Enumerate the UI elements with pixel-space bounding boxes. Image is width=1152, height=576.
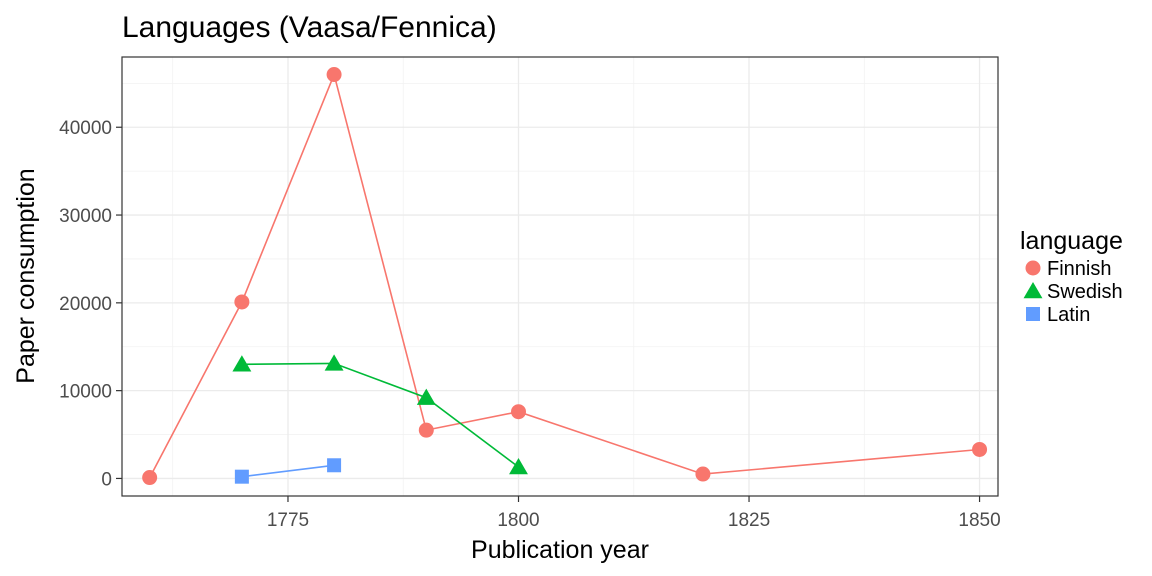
data-point-finnish [234, 294, 250, 310]
data-point-swedish [232, 355, 252, 372]
data-point-finnish [418, 422, 434, 438]
legend-item-latin: Latin [1026, 304, 1090, 326]
plot-border [121, 56, 999, 497]
major-gridlines [122, 57, 998, 496]
legend-item-swedish: Swedish [1023, 281, 1123, 303]
series-line-latin [241, 464, 335, 478]
x-tick-label: 1800 [497, 510, 539, 531]
y-tick-label: 30000 [59, 206, 112, 227]
legend-label-swedish: Swedish [1047, 281, 1123, 303]
data-point-finnish [695, 466, 711, 482]
y-tick-label: 20000 [59, 294, 112, 315]
y-tick-label: 40000 [59, 118, 112, 139]
chart-title: Languages (Vaasa/Fennica) [122, 11, 497, 44]
legend-label-finnish: Finnish [1047, 258, 1111, 280]
legend-title: language [1020, 227, 1123, 255]
data-point-finnish [142, 470, 158, 486]
data-point-swedish [509, 458, 528, 475]
data-point-latin [327, 458, 342, 473]
series-points [142, 67, 988, 486]
legend-item-finnish: Finnish [1025, 258, 1111, 280]
y-axis-label: Paper consumption [12, 168, 40, 383]
legend-key-latin [1026, 307, 1040, 321]
data-point-latin [234, 469, 249, 484]
data-point-finnish [511, 404, 527, 420]
x-axis-label: Publication year [471, 536, 649, 564]
legend-key-finnish [1025, 260, 1041, 276]
legend-label-latin: Latin [1047, 304, 1090, 326]
x-tick-label: 1850 [958, 510, 1000, 531]
plot-panel [122, 57, 998, 496]
data-point-finnish [326, 67, 342, 83]
y-tick-label: 10000 [59, 382, 112, 403]
y-tick-label: 0 [101, 469, 112, 490]
data-point-finnish [972, 441, 988, 457]
minor-gridlines [122, 57, 998, 496]
legend-key-swedish [1023, 282, 1043, 299]
data-point-swedish [416, 388, 436, 405]
series-line-swedish [241, 362, 519, 468]
axis-ticks: 1775 1800 1825 1850 0 10000 20000 30000 40000 [59, 118, 1001, 531]
x-tick-label: 1825 [728, 510, 770, 531]
x-tick-label: 1775 [267, 510, 309, 531]
data-point-swedish [324, 354, 344, 371]
